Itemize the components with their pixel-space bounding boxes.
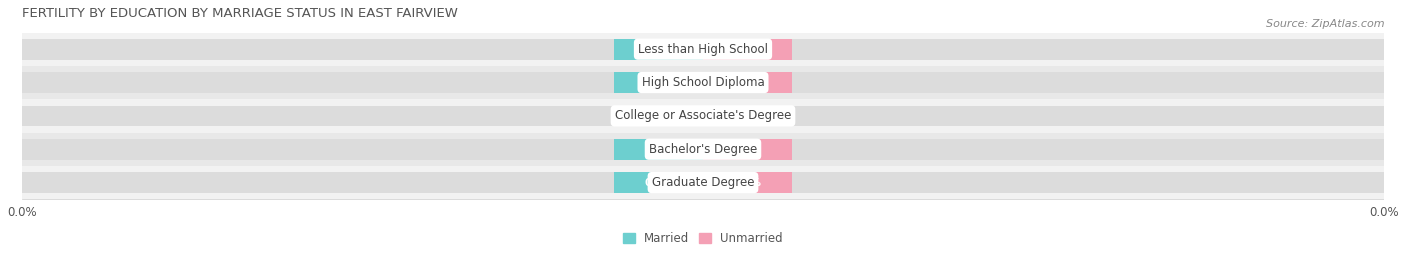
Text: Bachelor's Degree: Bachelor's Degree bbox=[650, 143, 756, 156]
Bar bbox=[703, 39, 792, 59]
Bar bbox=[614, 39, 703, 59]
Text: FERTILITY BY EDUCATION BY MARRIAGE STATUS IN EAST FAIRVIEW: FERTILITY BY EDUCATION BY MARRIAGE STATU… bbox=[21, 7, 457, 20]
Bar bbox=[703, 72, 792, 93]
Bar bbox=[21, 66, 1385, 99]
Text: Source: ZipAtlas.com: Source: ZipAtlas.com bbox=[1267, 19, 1385, 29]
Text: College or Associate's Degree: College or Associate's Degree bbox=[614, 109, 792, 122]
Bar bbox=[21, 72, 1385, 93]
Bar bbox=[614, 139, 703, 159]
Text: 0.0%: 0.0% bbox=[644, 178, 673, 188]
Text: 0.0%: 0.0% bbox=[733, 77, 762, 88]
Text: 0.0%: 0.0% bbox=[644, 144, 673, 154]
Text: 0.0%: 0.0% bbox=[733, 44, 762, 54]
Text: 0.0%: 0.0% bbox=[644, 44, 673, 54]
Text: 0.0%: 0.0% bbox=[733, 111, 762, 121]
Bar bbox=[703, 172, 792, 193]
Bar bbox=[21, 106, 1385, 126]
Bar bbox=[21, 166, 1385, 199]
Legend: Married, Unmarried: Married, Unmarried bbox=[619, 227, 787, 250]
Text: Less than High School: Less than High School bbox=[638, 43, 768, 56]
Text: 0.0%: 0.0% bbox=[644, 111, 673, 121]
Bar bbox=[21, 133, 1385, 166]
Text: Graduate Degree: Graduate Degree bbox=[652, 176, 754, 189]
Bar bbox=[21, 99, 1385, 133]
Bar bbox=[703, 106, 792, 126]
Bar bbox=[21, 39, 1385, 59]
Text: 0.0%: 0.0% bbox=[733, 178, 762, 188]
Text: High School Diploma: High School Diploma bbox=[641, 76, 765, 89]
Bar bbox=[703, 139, 792, 159]
Text: 0.0%: 0.0% bbox=[644, 77, 673, 88]
Bar bbox=[21, 172, 1385, 193]
Bar bbox=[21, 139, 1385, 159]
Bar bbox=[614, 106, 703, 126]
Text: 0.0%: 0.0% bbox=[733, 144, 762, 154]
Bar bbox=[614, 172, 703, 193]
Bar bbox=[614, 72, 703, 93]
Bar bbox=[21, 32, 1385, 66]
